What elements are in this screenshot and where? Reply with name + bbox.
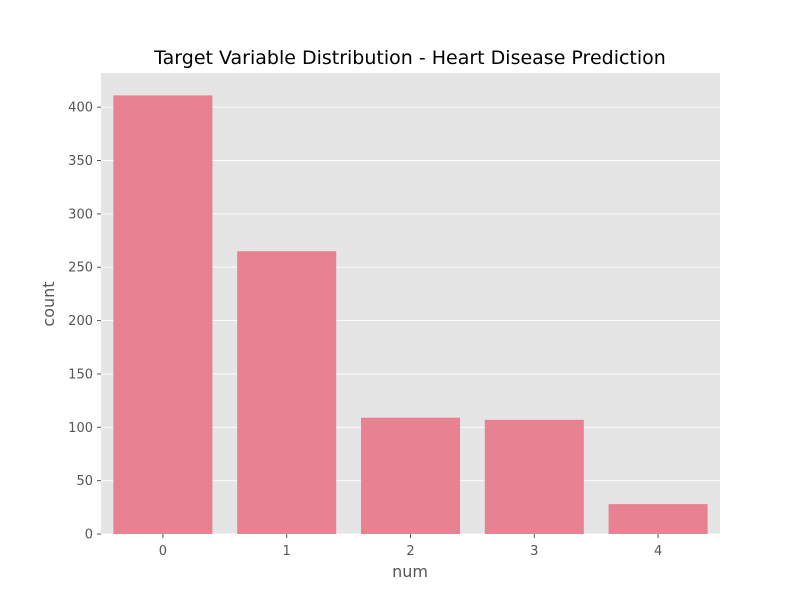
y-tick-label: 350 (68, 154, 93, 169)
x-axis-label: num (392, 562, 428, 581)
x-tick-label: 3 (530, 544, 538, 559)
x-tick-label: 2 (406, 544, 414, 559)
y-axis-label: count (39, 281, 58, 326)
bar-2 (360, 417, 461, 534)
y-tick-label: 0 (85, 528, 93, 543)
bar-3 (484, 419, 584, 534)
y-tick-label: 50 (76, 474, 93, 489)
bars (113, 95, 708, 535)
bar-0 (113, 95, 213, 534)
bar-4 (608, 504, 708, 534)
y-tick-label: 150 (68, 367, 93, 382)
x-tick-label: 0 (159, 544, 167, 559)
y-tick-label: 250 (68, 261, 93, 276)
y-tick-label: 300 (68, 207, 93, 222)
y-axis-ticks: 0 50 100 150 200 250 300 350 400 (68, 101, 101, 543)
bar-1 (237, 251, 337, 535)
chart-title: Target Variable Distribution - Heart Dis… (153, 47, 666, 69)
x-tick-label: 4 (654, 544, 662, 559)
y-tick-label: 100 (68, 421, 93, 436)
y-tick-label: 200 (68, 314, 93, 329)
x-tick-label: 1 (283, 544, 291, 559)
x-axis-ticks: 0 1 2 3 4 (159, 534, 662, 559)
y-tick-label: 400 (68, 101, 93, 116)
